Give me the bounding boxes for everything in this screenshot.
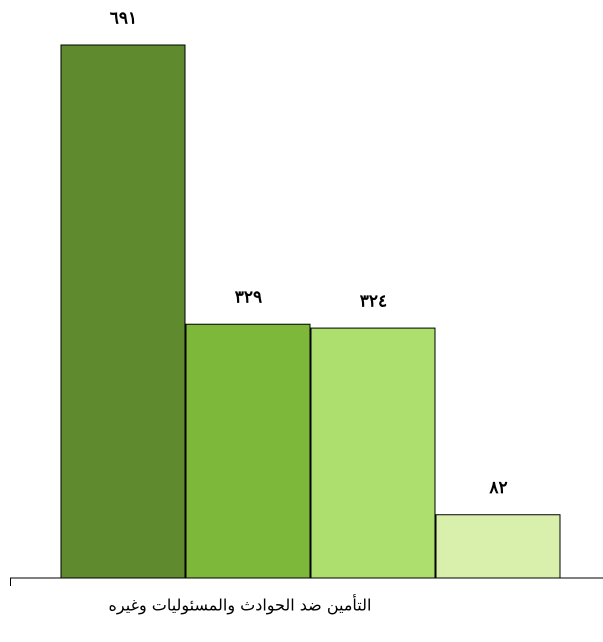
value-label: ٦٩١	[110, 9, 137, 29]
x-tick-label: التأمين ضد الحوادث والمسئوليات وغيره	[109, 594, 372, 616]
bar	[435, 514, 561, 579]
bar	[60, 44, 186, 579]
bar	[185, 323, 311, 579]
value-label: ٨٢	[488, 478, 507, 498]
value-label: ٣٢٩	[235, 288, 262, 308]
bar	[310, 327, 436, 579]
value-label: ٣٢٤	[360, 292, 387, 312]
